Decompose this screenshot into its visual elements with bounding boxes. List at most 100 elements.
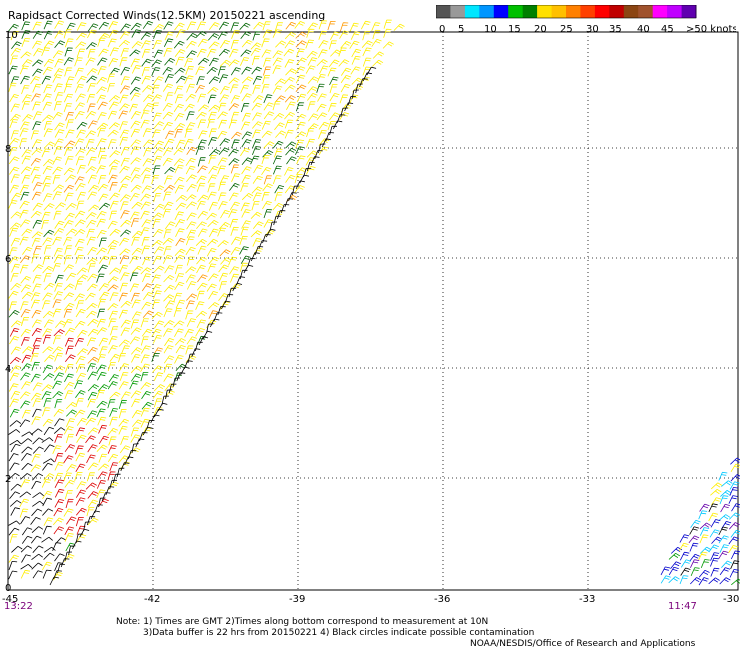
wind-barb xyxy=(208,128,217,138)
wind-barb xyxy=(184,328,194,338)
wind-barb xyxy=(20,545,33,553)
wind-barb xyxy=(698,510,708,520)
wind-barb xyxy=(109,150,121,158)
wind-barb xyxy=(42,266,54,274)
wind-barb xyxy=(75,41,87,49)
wind-barb xyxy=(197,157,206,167)
wind-barb xyxy=(262,29,273,39)
wind-barb xyxy=(19,508,29,518)
wind-barb xyxy=(43,398,52,408)
wind-barb xyxy=(19,498,30,508)
wind-barb xyxy=(164,265,175,274)
wind-barb xyxy=(85,166,97,174)
wind-barb xyxy=(96,86,107,94)
wind-barb xyxy=(174,49,186,57)
wind-barb xyxy=(185,266,197,274)
wind-barb xyxy=(97,308,106,318)
wind-barb xyxy=(75,452,85,462)
legend-swatch xyxy=(522,5,538,18)
wind-barb xyxy=(241,174,251,184)
wind-barb xyxy=(142,20,154,29)
wind-barb xyxy=(240,255,251,264)
wind-barb xyxy=(152,255,163,265)
wind-barb xyxy=(174,264,183,275)
wind-barb xyxy=(96,165,106,174)
wind-barb xyxy=(240,121,251,131)
wind-barb xyxy=(42,114,54,122)
wind-barb xyxy=(272,140,284,149)
wind-barb xyxy=(9,184,19,194)
wind-barb xyxy=(263,66,272,76)
wind-barb xyxy=(107,38,117,48)
wind-barb xyxy=(186,146,197,155)
wind-barb xyxy=(191,348,201,358)
wind-barb xyxy=(261,155,270,165)
wind-barb xyxy=(174,254,185,263)
wind-barb xyxy=(21,38,31,47)
wind-barb xyxy=(217,157,228,166)
wind-barb xyxy=(207,191,217,201)
wind-barb xyxy=(151,328,162,338)
wind-barb xyxy=(142,158,153,167)
wind-barb xyxy=(32,264,44,272)
wind-barb xyxy=(229,48,239,58)
wind-barb xyxy=(109,47,119,57)
wind-barb xyxy=(670,546,683,554)
wind-barb xyxy=(197,245,207,255)
wind-barb xyxy=(305,65,316,74)
wind-barb xyxy=(87,23,99,32)
wind-barb xyxy=(11,545,23,553)
wind-barb xyxy=(217,111,228,120)
wind-barb xyxy=(19,419,31,428)
wind-barb xyxy=(274,185,285,194)
wind-barb xyxy=(296,121,306,131)
wind-barb xyxy=(184,75,194,84)
wind-barb xyxy=(87,120,98,129)
wind-barb xyxy=(252,129,261,139)
wind-barb xyxy=(21,453,32,461)
wind-barb xyxy=(241,193,254,201)
wind-barb xyxy=(340,22,349,32)
wind-barb xyxy=(97,298,107,308)
wind-barb xyxy=(153,49,164,59)
wind-barb xyxy=(163,246,172,256)
wind-barb xyxy=(119,445,131,454)
wind-barb xyxy=(120,436,129,445)
wind-barb xyxy=(175,345,186,354)
wind-barb xyxy=(350,66,361,75)
wind-barb xyxy=(284,129,294,139)
wind-barb xyxy=(152,299,161,309)
wind-barb xyxy=(218,192,227,202)
wind-barb xyxy=(52,380,63,389)
wind-barb xyxy=(284,59,295,68)
wind-barb xyxy=(140,354,150,364)
wind-barb xyxy=(120,327,131,336)
wind-barb xyxy=(241,131,253,140)
wind-barb xyxy=(731,503,740,512)
wind-barb xyxy=(252,112,263,121)
wind-barb xyxy=(250,42,262,50)
wind-barb xyxy=(74,246,84,256)
wind-barb xyxy=(263,102,274,111)
wind-barb xyxy=(54,434,63,443)
wind-barb xyxy=(284,95,296,103)
wind-barb xyxy=(690,519,701,528)
wind-barb xyxy=(96,76,108,85)
wind-barb xyxy=(218,21,230,30)
wind-barb xyxy=(10,103,20,113)
wind-barb xyxy=(240,31,251,39)
wind-barb xyxy=(185,246,196,256)
wind-barb xyxy=(85,482,97,490)
wind-barb xyxy=(263,175,272,185)
wind-barb xyxy=(87,384,99,392)
wind-barb xyxy=(228,158,240,166)
wind-barb xyxy=(730,457,740,465)
wind-barb xyxy=(120,201,129,211)
wind-barb xyxy=(101,492,111,502)
note-line-2: 3)Data buffer is 22 hrs from 20150221 4)… xyxy=(143,628,535,638)
wind-barb xyxy=(263,209,272,219)
wind-barb xyxy=(186,40,197,49)
wind-barb xyxy=(153,193,162,203)
wind-barb xyxy=(162,83,174,92)
